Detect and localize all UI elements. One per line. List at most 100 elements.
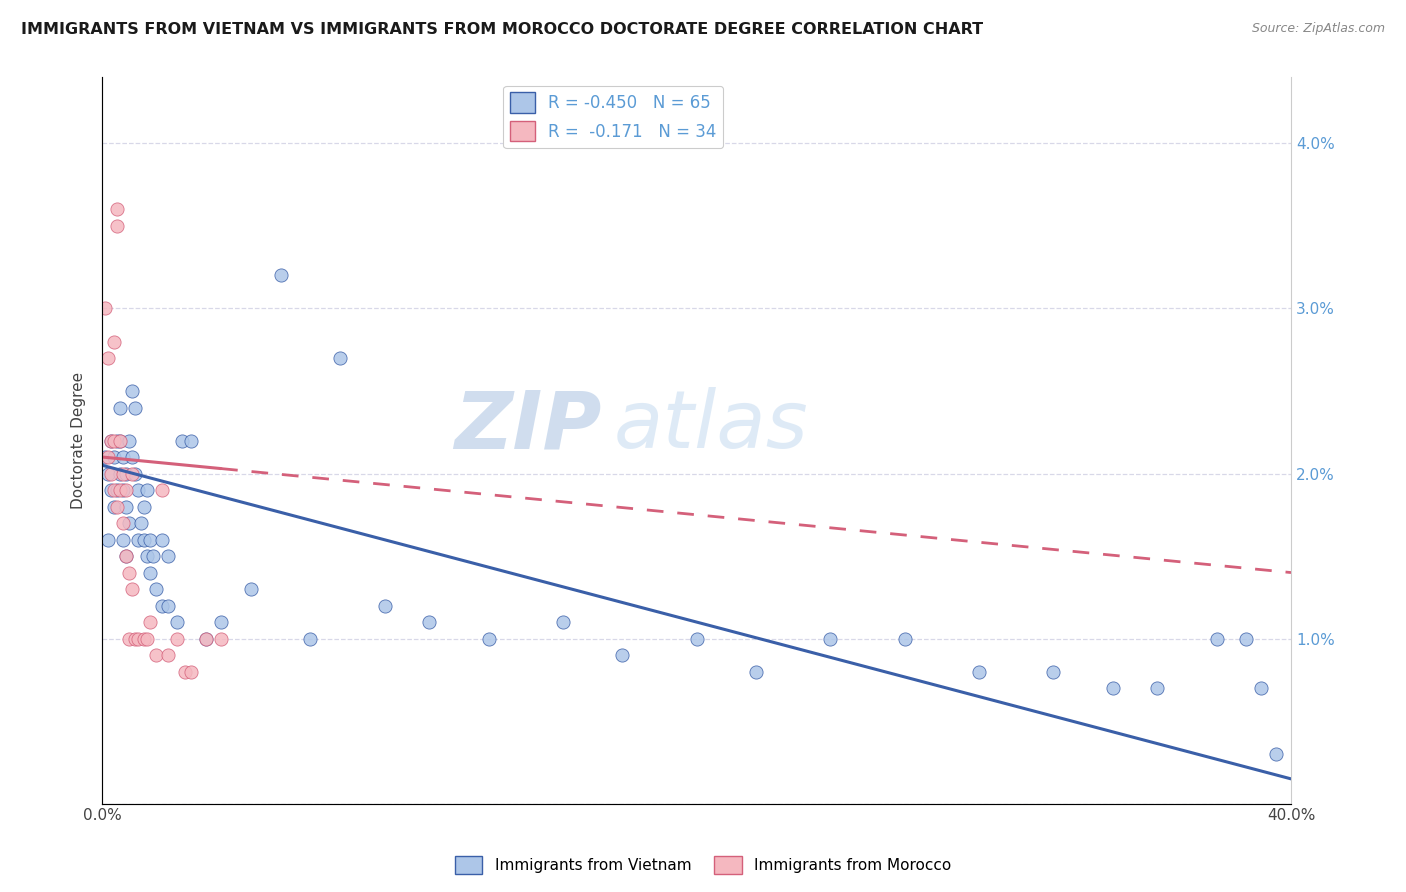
Point <box>150 533 173 547</box>
Point <box>111 450 134 464</box>
Point <box>105 219 128 233</box>
Point <box>103 450 125 464</box>
Point <box>135 632 157 646</box>
Point <box>121 450 143 464</box>
Point <box>108 467 131 481</box>
Point <box>172 434 194 448</box>
Point <box>166 632 188 646</box>
Point <box>270 268 292 283</box>
Point <box>127 533 149 547</box>
Point <box>100 434 122 448</box>
Point <box>105 500 128 514</box>
Legend: Immigrants from Vietnam, Immigrants from Morocco: Immigrants from Vietnam, Immigrants from… <box>449 850 957 880</box>
Point <box>129 516 152 530</box>
Point <box>195 632 218 646</box>
Point <box>967 665 990 679</box>
Point <box>111 483 134 497</box>
Point <box>103 483 125 497</box>
Point <box>150 599 173 613</box>
Point <box>166 615 188 629</box>
Point <box>135 549 157 563</box>
Point <box>108 483 131 497</box>
Point <box>103 434 125 448</box>
Point <box>105 202 128 217</box>
Point <box>132 632 155 646</box>
Point <box>156 648 179 662</box>
Point <box>97 467 120 481</box>
Point <box>118 516 141 530</box>
Point <box>209 632 232 646</box>
Point <box>115 549 138 563</box>
Point <box>1250 681 1272 695</box>
Point <box>612 648 634 662</box>
Point <box>745 665 768 679</box>
Point <box>97 450 120 464</box>
Point <box>115 500 138 514</box>
Point <box>299 632 322 646</box>
Point <box>145 582 167 596</box>
Point <box>156 549 179 563</box>
Point <box>1236 632 1258 646</box>
Point <box>103 334 125 349</box>
Point <box>100 483 122 497</box>
Point <box>139 566 162 580</box>
Point <box>97 351 120 365</box>
Point <box>135 483 157 497</box>
Point <box>94 301 117 316</box>
Point <box>121 467 143 481</box>
Point <box>105 434 128 448</box>
Point <box>893 632 915 646</box>
Point <box>374 599 396 613</box>
Point <box>108 401 131 415</box>
Point <box>139 533 162 547</box>
Point <box>551 615 574 629</box>
Point <box>1042 665 1064 679</box>
Point <box>105 483 128 497</box>
Point <box>118 434 141 448</box>
Point <box>121 582 143 596</box>
Point <box>209 615 232 629</box>
Point <box>418 615 440 629</box>
Point <box>239 582 262 596</box>
Point <box>156 599 179 613</box>
Point <box>145 648 167 662</box>
Point <box>180 665 202 679</box>
Point <box>180 434 202 448</box>
Text: atlas: atlas <box>613 387 808 465</box>
Point <box>94 450 117 464</box>
Point <box>115 467 138 481</box>
Point <box>103 500 125 514</box>
Point <box>477 632 499 646</box>
Point <box>820 632 842 646</box>
Point <box>139 615 162 629</box>
Point <box>100 434 122 448</box>
Point <box>108 434 131 448</box>
Point <box>127 483 149 497</box>
Point <box>111 533 134 547</box>
Point <box>111 516 134 530</box>
Text: IMMIGRANTS FROM VIETNAM VS IMMIGRANTS FROM MOROCCO DOCTORATE DEGREE CORRELATION : IMMIGRANTS FROM VIETNAM VS IMMIGRANTS FR… <box>21 22 983 37</box>
Point <box>115 549 138 563</box>
Point <box>142 549 165 563</box>
Point <box>124 401 146 415</box>
Y-axis label: Doctorate Degree: Doctorate Degree <box>72 372 86 509</box>
Point <box>195 632 218 646</box>
Point <box>115 483 138 497</box>
Point <box>100 467 122 481</box>
Point <box>127 632 149 646</box>
Text: ZIP: ZIP <box>454 387 602 465</box>
Point <box>329 351 352 365</box>
Point <box>1146 681 1168 695</box>
Point <box>1101 681 1123 695</box>
Point <box>685 632 707 646</box>
Point <box>124 467 146 481</box>
Point <box>1265 747 1288 761</box>
Point <box>150 483 173 497</box>
Point <box>121 384 143 398</box>
Point <box>108 434 131 448</box>
Point <box>111 467 134 481</box>
Point <box>132 533 155 547</box>
Point <box>118 566 141 580</box>
Point <box>124 632 146 646</box>
Text: Source: ZipAtlas.com: Source: ZipAtlas.com <box>1251 22 1385 36</box>
